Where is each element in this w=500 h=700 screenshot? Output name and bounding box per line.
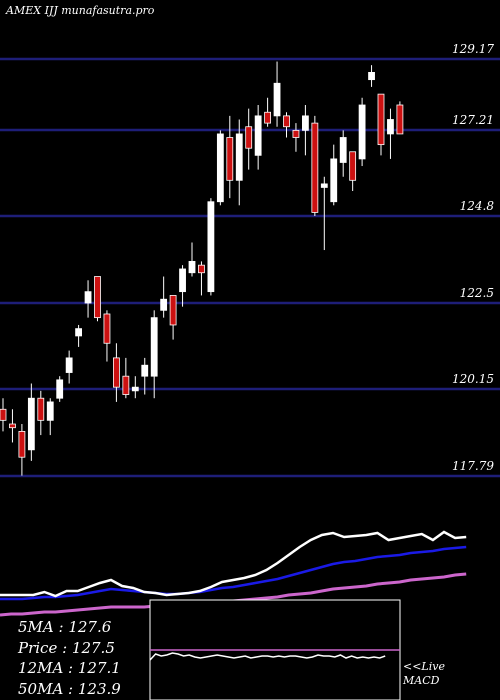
candle-down bbox=[349, 151, 357, 181]
candle-up bbox=[150, 317, 158, 377]
candle-up bbox=[330, 158, 338, 203]
candle-down bbox=[245, 126, 253, 149]
candle-down bbox=[103, 313, 111, 344]
stat-ma5: 5MA : 127.6 bbox=[18, 618, 112, 636]
candle-up bbox=[254, 115, 262, 156]
stat-price: Price : 127.5 bbox=[18, 638, 115, 657]
candle-down bbox=[377, 93, 385, 146]
candle-up bbox=[160, 298, 168, 311]
candle-up bbox=[207, 201, 215, 293]
grid-lines bbox=[0, 57, 500, 478]
y-tick-label: 129.17 bbox=[452, 42, 494, 56]
macd-line bbox=[149, 652, 386, 661]
candle-down bbox=[396, 104, 404, 135]
candle-up bbox=[131, 386, 139, 392]
candle-up bbox=[216, 133, 224, 203]
macd-label-title: MACD bbox=[403, 674, 440, 687]
candle-down bbox=[264, 111, 272, 124]
macd-label: <<Live MACD bbox=[403, 660, 445, 688]
candle-down bbox=[292, 129, 300, 138]
candle-up bbox=[273, 82, 281, 117]
candle-down bbox=[311, 122, 319, 213]
candle-up bbox=[339, 137, 347, 163]
candle-up bbox=[75, 328, 82, 337]
candlesticks bbox=[0, 61, 404, 476]
symbol-label: IJJ bbox=[44, 4, 58, 17]
candle-up bbox=[84, 291, 92, 304]
site-label: munafasutra.pro bbox=[61, 4, 155, 17]
candle-up bbox=[368, 72, 375, 81]
macd-panel bbox=[149, 599, 401, 700]
candle-up bbox=[65, 357, 73, 373]
candle-down bbox=[169, 295, 177, 326]
y-tick-label: 127.21 bbox=[452, 113, 494, 127]
candle-up bbox=[46, 401, 54, 421]
y-tick-label: 117.79 bbox=[452, 459, 494, 473]
candle-up bbox=[27, 397, 35, 451]
candle-down bbox=[37, 397, 45, 421]
candle-up bbox=[56, 379, 64, 399]
exchange-label: AMEX bbox=[6, 4, 42, 17]
candle-up bbox=[320, 183, 328, 188]
candle-down bbox=[94, 276, 101, 319]
candle-down bbox=[226, 137, 234, 181]
stats-block: 5MA : 127.6 Price : 127.5 12MA : 127.1 5… bbox=[18, 617, 121, 699]
y-tick-label: 120.15 bbox=[452, 372, 494, 386]
candle-up bbox=[235, 133, 243, 181]
candle-up bbox=[179, 268, 186, 293]
candle-down bbox=[122, 375, 130, 395]
stat-ma50: 50MA : 123.9 bbox=[18, 679, 121, 698]
stat-ma12: 12MA : 127.1 bbox=[18, 659, 121, 677]
ma-slow-line bbox=[0, 545, 467, 601]
candle-down bbox=[113, 357, 120, 388]
candle-down bbox=[283, 115, 290, 128]
y-tick-label: 124.8 bbox=[460, 199, 495, 213]
macd-label-live: <<Live bbox=[403, 660, 445, 673]
candle-up bbox=[387, 119, 394, 135]
candle-down bbox=[198, 264, 205, 274]
chart-header: AMEX IJJ munafasutra.pro bbox=[6, 4, 154, 17]
ma-fast-line bbox=[0, 530, 467, 598]
y-axis-tick-labels: 129.17 127.21 124.8 122.5 120.15 117.79 bbox=[452, 42, 494, 473]
candle-up bbox=[358, 104, 366, 160]
candle-down bbox=[9, 423, 16, 429]
candle-up bbox=[301, 115, 309, 131]
candle-up bbox=[141, 364, 149, 377]
candle-down bbox=[0, 408, 7, 421]
y-tick-label: 122.5 bbox=[460, 286, 494, 300]
candle-down bbox=[18, 430, 26, 458]
candle-up bbox=[188, 260, 196, 274]
